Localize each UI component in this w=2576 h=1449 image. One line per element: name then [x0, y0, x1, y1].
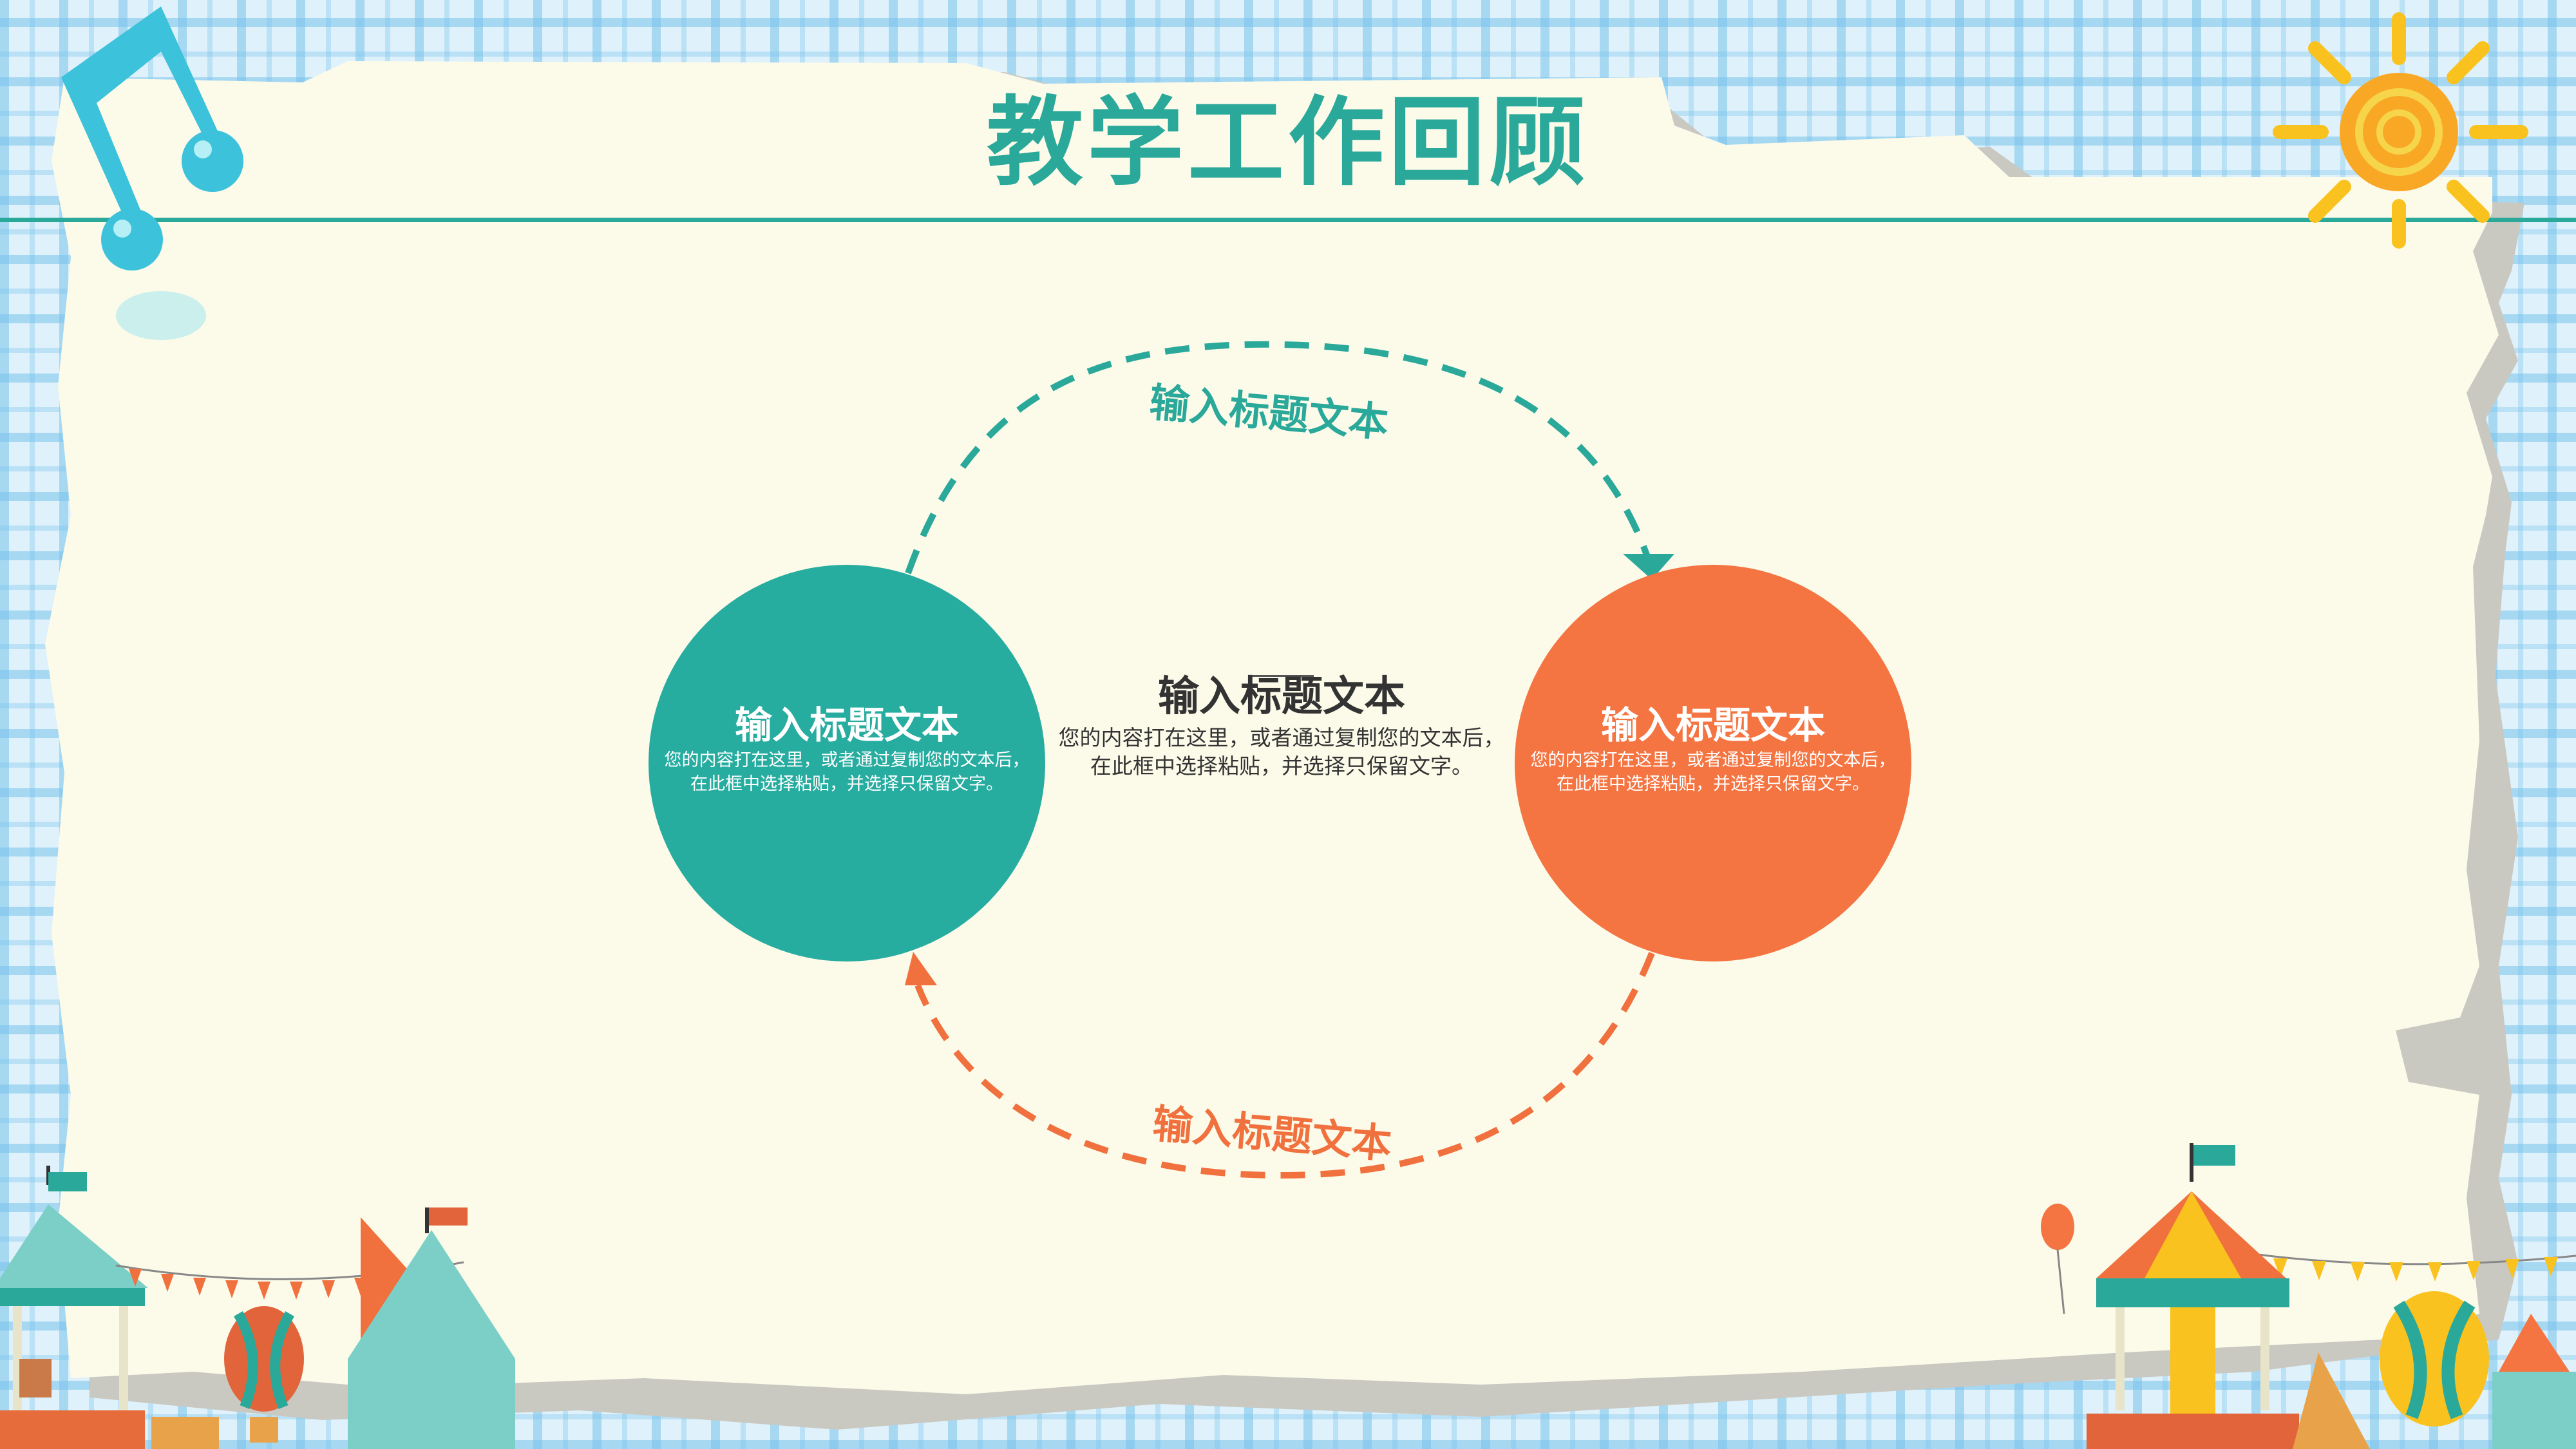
page-title: 教学工作回顾 [986, 87, 1589, 199]
left-circle-title: 输入标题文本 [734, 703, 959, 747]
left-circle-text: 输入标题文本 您的内容打在这里，或者通过复制您的文本后， 在此框中选择粘贴，并选… [647, 702, 1046, 796]
paper-sheet [45, 61, 2499, 1394]
carousel-right-icon [2087, 1143, 2576, 1449]
balloon-icon [224, 1204, 2074, 1449]
right-circle-text: 输入标题文本 您的内容打在这里，或者通过复制您的文本后， 在此框中选择粘贴，并选… [1513, 702, 1913, 796]
center-body-line2: 在此框中选择粘贴，并选择只保留文字。 [1090, 753, 1473, 779]
right-circle-title: 输入标题文本 [1600, 703, 1825, 747]
carousel-left-icon [0, 1166, 219, 1449]
center-title: 输入标题文本 [1158, 673, 1405, 721]
music-note-icon [61, 6, 243, 340]
right-circle [1515, 565, 1911, 961]
right-circle-body-line2: 在此框中选择粘贴，并选择只保留文字。 [1557, 774, 1870, 794]
center-text-block: 输入标题文本 您的内容打在这里，或者通过复制您的文本后， 在此框中选择粘贴，并选… [1043, 670, 1520, 781]
title-rule [0, 218, 2576, 222]
left-circle-body-line2: 在此框中选择粘贴，并选择只保留文字。 [690, 774, 1003, 794]
right-circle-body-line1: 您的内容打在这里，或者通过复制您的文本后， [1530, 750, 1896, 770]
top-arc-arrow [1623, 554, 1674, 580]
center-body-line1: 您的内容打在这里，或者通过复制您的文本后， [1058, 725, 1505, 750]
bottom-arc-arrow [905, 952, 937, 985]
left-circle [649, 565, 1045, 961]
bottom-arc [914, 952, 1655, 1179]
left-circle-body-line1: 您的内容打在这里，或者通过复制您的文本后， [664, 750, 1030, 770]
center-divider [1249, 675, 1314, 677]
sun-icon [2273, 12, 2528, 249]
